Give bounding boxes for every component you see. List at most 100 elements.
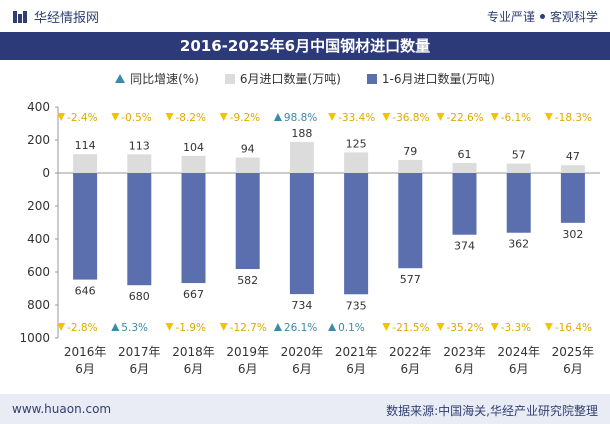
cumulative-growth-label: -2.8% (67, 322, 97, 334)
june-bar (235, 157, 260, 173)
cumulative-growth-label: -21.5% (392, 322, 429, 334)
cumulative-value-label: 577 (400, 273, 421, 286)
x-tick-label: 6月 (75, 362, 95, 376)
legend-cumulative-swatch (366, 73, 377, 84)
brand-logo-icon (13, 10, 27, 23)
y-tick-label: 600 (27, 265, 50, 279)
cumulative-growth-label: -16.4% (555, 322, 592, 334)
june-bar (506, 163, 531, 173)
x-tick-label: 2018年 (172, 345, 215, 359)
x-tick-label: 2017年 (118, 345, 161, 359)
june-value-label: 79 (403, 145, 417, 158)
june-growth-label: 98.8% (284, 112, 317, 124)
growth-down-triangle (382, 113, 391, 121)
growth-down-triangle (219, 113, 228, 121)
june-value-label: 61 (458, 148, 472, 161)
x-tick-label: 2022年 (389, 345, 432, 359)
cumulative-value-label: 582 (237, 274, 258, 287)
legend-june: 6月进口数量(万吨) (224, 70, 341, 87)
growth-up-triangle (273, 113, 282, 121)
cumulative-bar (127, 173, 152, 286)
x-tick-label: 2016年 (64, 345, 107, 359)
cumulative-growth-label: -12.7% (230, 322, 267, 334)
growth-down-triangle (436, 113, 445, 121)
growth-down-triangle (436, 323, 445, 331)
tag-objective: 客观科学 (549, 10, 598, 24)
growth-down-triangle (544, 113, 553, 121)
x-tick-label: 6月 (346, 362, 366, 376)
june-bar (127, 154, 152, 173)
cumulative-growth-label: -35.2% (447, 322, 484, 334)
growth-down-triangle (57, 113, 66, 121)
june-bar (398, 159, 423, 173)
legend-cumulative: 1-6月进口数量(万吨) (366, 70, 495, 87)
x-tick-label: 6月 (455, 362, 475, 376)
x-tick-label: 2020年 (281, 345, 324, 359)
legend-growth-label: 同比增速(%) (130, 72, 199, 86)
june-value-label: 125 (346, 137, 367, 150)
growth-down-triangle (490, 113, 499, 121)
x-tick-label: 6月 (184, 362, 204, 376)
june-value-label: 114 (75, 139, 96, 152)
cumulative-bar (344, 173, 369, 295)
cumulative-value-label: 680 (129, 290, 150, 303)
cumulative-bar (506, 173, 531, 233)
chart-title: 2016-2025年6月中国钢材进口数量 (179, 37, 431, 55)
cumulative-value-label: 646 (75, 285, 96, 298)
cumulative-growth-label: 26.1% (284, 322, 317, 334)
legend-growth: 同比增速(%) (115, 70, 199, 87)
y-tick-label: 1000 (19, 331, 50, 345)
june-growth-label: -2.4% (67, 112, 97, 124)
x-tick-label: 6月 (129, 362, 149, 376)
x-tick-label: 2024年 (497, 345, 540, 359)
june-growth-label: -9.2% (230, 112, 260, 124)
x-tick-label: 6月 (563, 362, 583, 376)
june-bar (181, 155, 206, 173)
x-tick-label: 2023年 (443, 345, 486, 359)
growth-down-triangle (219, 323, 228, 331)
growth-down-triangle (165, 323, 174, 331)
cumulative-value-label: 302 (562, 228, 583, 241)
cumulative-growth-label: 5.3% (121, 322, 148, 334)
cumulative-value-label: 667 (183, 288, 204, 301)
june-value-label: 188 (291, 127, 312, 140)
cumulative-bar (452, 173, 477, 235)
legend-june-label: 6月进口数量(万吨) (239, 72, 341, 86)
june-value-label: 104 (183, 141, 204, 154)
x-tick-label: 2019年 (226, 345, 269, 359)
footer: www.huaon.com 数据来源:中国海关,华经产业研究院整理 (0, 394, 610, 424)
growth-down-triangle (382, 323, 391, 331)
growth-down-triangle (490, 323, 499, 331)
june-growth-label: -22.6% (447, 112, 484, 124)
x-tick-label: 6月 (238, 362, 258, 376)
june-growth-label: -0.5% (121, 112, 151, 124)
brand: 华经情报网 (12, 7, 99, 26)
growth-down-triangle (328, 113, 337, 121)
footer-source: 数据来源:中国海关,华经产业研究院整理 (386, 404, 598, 418)
june-growth-label: -33.4% (338, 112, 375, 124)
header-tags: 专业严谨 客观科学 (487, 8, 598, 25)
growth-up-triangle (111, 323, 120, 331)
title-bar: 2016-2025年6月中国钢材进口数量 (0, 32, 610, 60)
y-tick-label: 200 (27, 133, 50, 147)
june-bar (560, 165, 585, 173)
up-triangle-icon (115, 74, 126, 83)
june-growth-label: -18.3% (555, 112, 592, 124)
june-growth-label: -36.8% (392, 112, 429, 124)
june-value-label: 47 (566, 150, 580, 163)
june-growth-label: -8.2% (176, 112, 206, 124)
cumulative-bar (73, 173, 98, 280)
june-bar (452, 162, 477, 173)
cumulative-value-label: 374 (454, 240, 475, 253)
cumulative-growth-label: 0.1% (338, 322, 365, 334)
cumulative-value-label: 362 (508, 238, 529, 251)
cumulative-value-label: 735 (346, 299, 367, 312)
june-growth-label: -6.1% (501, 112, 531, 124)
growth-down-triangle (111, 113, 120, 121)
cumulative-value-label: 734 (291, 299, 312, 312)
cumulative-bar (289, 173, 314, 295)
footer-url: www.huaon.com (12, 402, 112, 416)
top-bar: 华经情报网 专业严谨 客观科学 (0, 0, 610, 32)
growth-down-triangle (165, 113, 174, 121)
y-tick-label: 400 (27, 100, 50, 114)
